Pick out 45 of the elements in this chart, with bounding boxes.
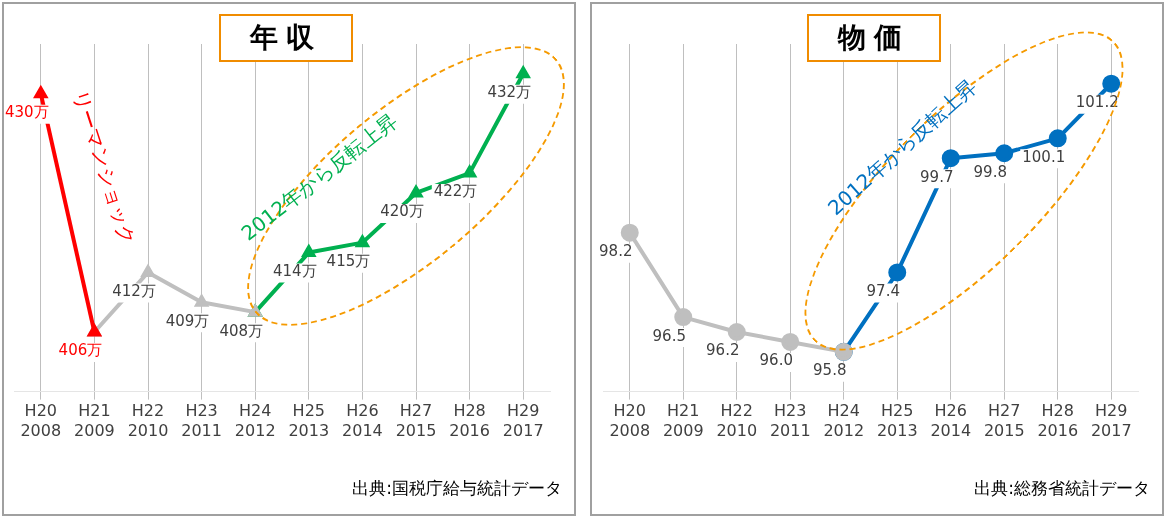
chart-title: 物価 [807, 14, 941, 62]
data-label: 415万 [326, 252, 371, 271]
data-label: 412万 [112, 281, 156, 300]
data-label: 409万 [165, 311, 210, 330]
x-tick-label: H25 2013 [876, 401, 918, 440]
data-label: 99.8 [973, 162, 1007, 181]
x-tick-label: H21 2009 [662, 401, 704, 440]
data-label: 101.2 [1075, 93, 1119, 112]
data-label: 100.1 [1022, 147, 1066, 166]
x-tick-label: H27 2015 [983, 401, 1025, 440]
data-label: 96.0 [759, 351, 793, 370]
data-label: 96.5 [652, 326, 686, 345]
x-tick-label: H29 2017 [502, 401, 544, 440]
x-tick-label: H20 2008 [20, 401, 62, 440]
data-label: 408万 [219, 321, 264, 340]
source-note: 出典:総務省統計データ [974, 477, 1150, 500]
x-tick-label: H23 2011 [769, 401, 811, 440]
data-label: 97.4 [866, 281, 900, 300]
x-tick-label: H24 2012 [823, 401, 865, 440]
data-label: 422万 [433, 182, 478, 201]
data-label: 430万 [4, 103, 49, 122]
x-tick-label: H27 2015 [395, 401, 437, 440]
source-note: 出典:国税庁給与統計データ [352, 477, 562, 500]
data-label: 420万 [380, 202, 424, 221]
x-tick-label: H28 2016 [449, 401, 490, 440]
x-tick-label: H25 2013 [288, 401, 330, 440]
data-label: 99.7 [920, 167, 954, 186]
x-tick-label: H22 2010 [716, 401, 758, 440]
data-label: 95.8 [813, 361, 847, 380]
x-tick-label: H29 2017 [1090, 401, 1132, 440]
x-tick-label: H28 2016 [1037, 401, 1079, 440]
x-tick-label: H20 2008 [609, 401, 651, 440]
data-label: 414万 [272, 261, 317, 280]
data-label: 98.2 [599, 242, 633, 261]
x-tick-label: H24 2012 [234, 401, 276, 440]
chart-title: 年収 [219, 14, 353, 62]
x-tick-label: H21 2009 [74, 401, 115, 440]
annotation: リーマンショック [67, 87, 142, 248]
x-tick-label: H22 2010 [127, 401, 169, 440]
x-tick-label: H26 2014 [930, 401, 972, 440]
x-tick-label: H26 2014 [342, 401, 383, 440]
data-label: 432万 [487, 83, 532, 102]
data-label: 406万 [58, 341, 103, 360]
x-tick-label: H23 2011 [181, 401, 222, 440]
data-label: 96.2 [706, 341, 740, 360]
